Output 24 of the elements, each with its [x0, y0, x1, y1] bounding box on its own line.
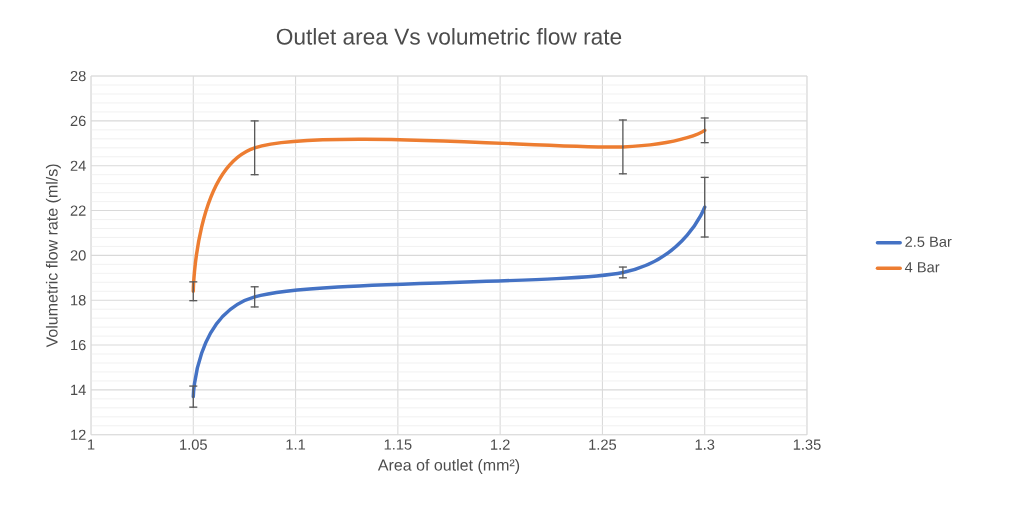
line-series	[191, 205, 707, 399]
x-tick-label: 1.2	[491, 439, 510, 450]
y-tick-label: 26	[70, 115, 86, 127]
x-tick-label: 1.05	[180, 439, 207, 450]
x-axis-title: Area of outlet (mm²)	[377, 458, 520, 474]
x-tick-label: 1	[88, 439, 95, 450]
line-series	[191, 128, 707, 294]
y-tick-label: 24	[70, 160, 86, 171]
y-tick-label: 14	[71, 384, 86, 395]
y-tick-label: 18	[71, 295, 86, 306]
y-axis-title: Volumetric flow rate (ml/s)	[45, 164, 61, 348]
chart-title: Outlet area Vs volumetric flow rate	[276, 28, 622, 45]
y-tick-label: 20	[70, 250, 86, 261]
x-tick-label: 1.35	[793, 439, 821, 450]
y-tick-label: 28	[70, 70, 86, 82]
x-tick-label: 1.25	[589, 439, 617, 450]
y-tick-label: 12	[71, 429, 86, 440]
legend-label: 2.5 Bar	[905, 236, 952, 247]
y-tick-label: 16	[71, 339, 86, 351]
x-tick-label: 1.3	[695, 439, 715, 450]
y-tick-label: 22	[70, 205, 86, 216]
x-tick-label: 1.15	[384, 439, 412, 450]
x-tick-label: 1.1	[286, 439, 306, 450]
legend-label: 4 Bar	[904, 262, 940, 273]
